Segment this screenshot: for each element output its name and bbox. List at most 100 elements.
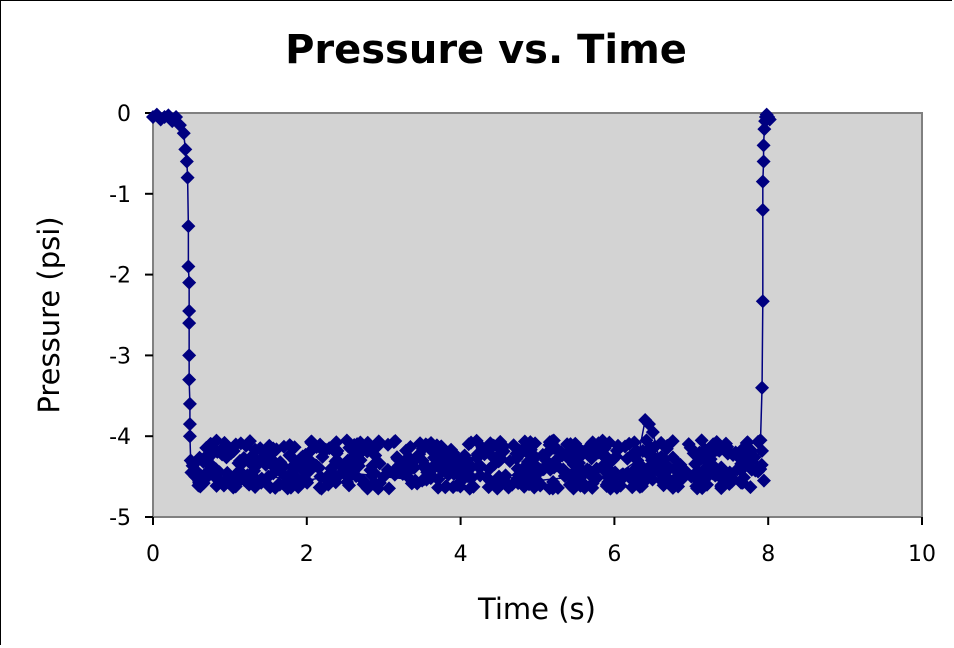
data-point <box>192 473 207 488</box>
data-point <box>253 441 268 456</box>
data-point <box>653 457 668 472</box>
data-point <box>397 458 412 473</box>
data-point <box>563 437 578 452</box>
data-point <box>632 479 647 494</box>
data-point <box>756 154 771 169</box>
series-0 <box>146 107 777 496</box>
data-point <box>722 465 737 480</box>
data-point <box>757 122 772 137</box>
data-point <box>585 480 600 495</box>
data-point <box>762 112 777 127</box>
data-point <box>522 444 537 459</box>
data-point <box>432 454 447 469</box>
data-point <box>620 451 635 466</box>
data-point <box>582 463 597 478</box>
data-point <box>324 461 339 476</box>
data-point <box>671 479 686 494</box>
data-point <box>572 449 587 464</box>
data-point <box>207 469 222 484</box>
data-point <box>630 453 645 468</box>
data-point <box>415 453 430 468</box>
data-point <box>591 445 606 460</box>
data-point <box>252 455 267 470</box>
data-point <box>755 202 770 217</box>
data-point <box>684 469 699 484</box>
data-point <box>356 473 371 488</box>
y-tick-label: -1 <box>109 183 131 208</box>
data-point <box>495 438 510 453</box>
data-point <box>372 456 387 471</box>
data-point <box>656 478 671 493</box>
data-point <box>293 458 308 473</box>
data-point <box>325 441 340 456</box>
data-point <box>688 456 703 471</box>
data-point <box>460 453 475 468</box>
data-point <box>719 440 734 455</box>
x-tick-label: 8 <box>761 542 775 567</box>
data-point <box>726 448 741 463</box>
data-point <box>242 434 257 449</box>
data-point <box>743 445 758 460</box>
data-point <box>261 469 276 484</box>
data-point <box>182 429 197 444</box>
data-point <box>736 470 751 485</box>
data-point <box>660 438 675 453</box>
data-point <box>607 469 622 484</box>
data-point <box>182 417 197 432</box>
y-tick-label: -2 <box>109 264 131 289</box>
y-tick-label: 0 <box>117 102 131 127</box>
data-point <box>477 447 492 462</box>
data-point <box>276 439 291 454</box>
data-point <box>415 473 430 488</box>
data-point <box>643 466 658 481</box>
data-point <box>228 437 243 452</box>
data-point <box>698 443 713 458</box>
data-point <box>446 480 461 495</box>
data-point <box>609 443 624 458</box>
data-point <box>755 380 770 395</box>
data-point <box>701 456 716 471</box>
data-point <box>749 461 764 476</box>
x-tick-label: 10 <box>908 542 936 567</box>
data-point <box>486 438 501 453</box>
x-tick-label: 0 <box>146 542 160 567</box>
y-tick-label: -4 <box>109 425 131 450</box>
data-point <box>453 469 468 484</box>
data-point <box>403 439 418 454</box>
data-point <box>290 474 305 489</box>
x-axis-label: Time (s) <box>477 592 596 626</box>
data-point <box>299 473 314 488</box>
data-point <box>541 445 556 460</box>
data-point <box>180 170 195 185</box>
data-point <box>196 452 211 467</box>
data-point <box>339 433 354 448</box>
data-point <box>369 479 384 494</box>
data-point <box>753 433 768 448</box>
y-tick-label: -5 <box>109 506 131 531</box>
data-point <box>523 435 538 450</box>
data-point <box>464 471 479 486</box>
data-point <box>591 436 606 451</box>
data-point <box>355 444 370 459</box>
y-axis-label: Pressure (psi) <box>32 216 66 413</box>
data-point <box>645 425 660 440</box>
data-point <box>376 469 391 484</box>
x-axis: 0 2 4 6 8 10 <box>146 517 936 567</box>
data-point <box>462 481 477 496</box>
data-point <box>182 303 197 318</box>
x-tick-label: 2 <box>300 542 314 567</box>
data-point <box>209 478 224 493</box>
data-point <box>690 481 705 496</box>
data-point <box>501 477 516 492</box>
data-point <box>217 435 232 450</box>
data-point <box>568 469 583 484</box>
data-point <box>421 438 436 453</box>
data-point <box>260 447 275 462</box>
y-axis: 0 -1 -2 -3 -4 -5 <box>109 102 153 531</box>
data-point <box>556 464 571 479</box>
data-point <box>338 465 353 480</box>
data-point <box>613 478 628 493</box>
data-point <box>182 396 197 411</box>
data-point <box>756 138 771 153</box>
